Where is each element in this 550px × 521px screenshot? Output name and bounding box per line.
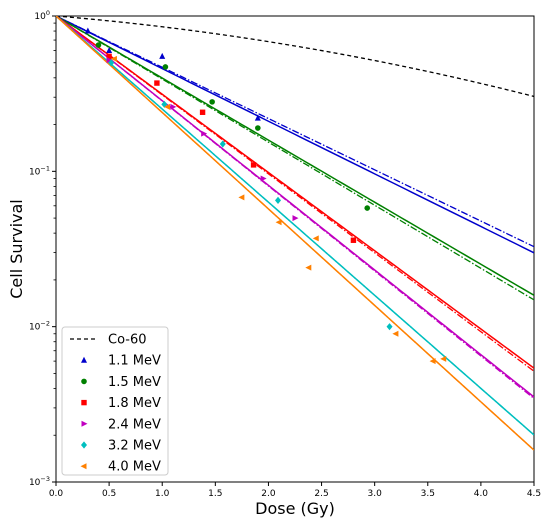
data-point bbox=[275, 219, 282, 226]
data-point bbox=[164, 103, 171, 110]
y-tick-label: 10−1 bbox=[29, 164, 50, 177]
data-point bbox=[201, 130, 208, 137]
data-point bbox=[250, 162, 257, 168]
data-point bbox=[159, 52, 166, 59]
fit-line-dashdot bbox=[56, 16, 534, 400]
x-tick-label: 2.5 bbox=[314, 489, 328, 499]
data-point bbox=[219, 140, 226, 148]
fit-line-solid bbox=[56, 16, 534, 296]
legend-swatch-marker bbox=[80, 463, 87, 470]
data-point bbox=[238, 194, 245, 201]
x-tick-label: 4.5 bbox=[527, 489, 541, 499]
data-point bbox=[255, 125, 261, 131]
fit-line-dashdot bbox=[56, 16, 534, 301]
data-point bbox=[364, 205, 371, 211]
data-point bbox=[110, 55, 117, 62]
x-axis-ticks: 0.0 0.5 1.0 1.5 2.0 2.5 3.0 3.5 4.0 4.5 bbox=[49, 482, 541, 499]
x-axis-label: Dose (Gy) bbox=[255, 499, 335, 518]
data-point bbox=[350, 237, 357, 243]
fit-line-dashdot bbox=[56, 16, 534, 451]
data-point bbox=[305, 264, 312, 271]
data-point bbox=[170, 103, 177, 110]
x-tick-label: 0.5 bbox=[102, 489, 116, 499]
data-point bbox=[154, 80, 160, 86]
legend-label: 1.8 MeV bbox=[108, 396, 161, 411]
y-tick-label: 10−2 bbox=[29, 320, 50, 333]
data-point bbox=[429, 358, 436, 365]
fit-curves bbox=[56, 16, 534, 451]
data-point bbox=[84, 27, 91, 34]
legend-swatch-marker bbox=[81, 420, 88, 427]
fit-line-dashdot bbox=[56, 16, 534, 436]
data-point bbox=[106, 57, 113, 64]
legend-label: 4.0 MeV bbox=[108, 460, 161, 475]
plot-frame bbox=[55, 15, 535, 483]
fit-line-dashdot bbox=[56, 16, 534, 372]
data-point bbox=[440, 355, 447, 362]
legend-label: 1.1 MeV bbox=[108, 354, 161, 369]
fit-line-dashdot bbox=[56, 16, 534, 248]
data-point bbox=[106, 53, 112, 60]
y-tick-label: 10−3 bbox=[29, 475, 50, 488]
x-tick-label: 2.0 bbox=[261, 489, 276, 499]
legend-swatch-marker bbox=[81, 378, 87, 385]
legend-label: Co-60 bbox=[108, 333, 147, 348]
data-point bbox=[392, 330, 399, 337]
x-tick-label: 3.5 bbox=[421, 489, 435, 499]
co-60-curve bbox=[56, 16, 534, 98]
x-tick-label: 1.5 bbox=[208, 489, 222, 499]
data-point bbox=[254, 114, 261, 121]
fit-line-solid bbox=[56, 16, 534, 369]
data-point bbox=[292, 215, 299, 222]
x-tick-label: 3.0 bbox=[368, 489, 383, 499]
y-axis-ticks: 10−3 10−2 10−1 100 bbox=[29, 9, 56, 488]
legend-swatch-marker bbox=[81, 441, 87, 449]
data-point bbox=[312, 235, 319, 242]
x-tick-label: 4.0 bbox=[474, 489, 489, 499]
fit-line-solid bbox=[56, 16, 534, 254]
legend-label: 2.4 MeV bbox=[108, 417, 161, 432]
y-axis-label: Cell Survival bbox=[7, 199, 26, 299]
data-markers bbox=[84, 27, 447, 365]
data-point bbox=[106, 46, 113, 53]
x-tick-label: 1.0 bbox=[155, 489, 170, 499]
data-point bbox=[95, 42, 102, 48]
x-tick-label: 0.0 bbox=[49, 489, 64, 499]
data-point bbox=[162, 64, 169, 70]
data-point bbox=[108, 59, 115, 67]
data-point bbox=[386, 323, 393, 331]
y-tick-label: 100 bbox=[34, 9, 50, 22]
legend-swatch-marker bbox=[81, 356, 87, 363]
legend: Co-60 1.1 MeV 1.5 MeV 1.8 MeV 2.4 MeV 3.2 MeV… bbox=[61, 326, 169, 476]
data-point bbox=[275, 196, 282, 204]
data-point bbox=[199, 109, 206, 115]
legend-box bbox=[61, 326, 169, 476]
legend-label: 1.5 MeV bbox=[108, 375, 161, 390]
data-point bbox=[209, 99, 215, 105]
legend-swatch-marker bbox=[81, 399, 87, 406]
data-point bbox=[260, 175, 267, 182]
legend-label: 3.2 MeV bbox=[108, 439, 161, 454]
